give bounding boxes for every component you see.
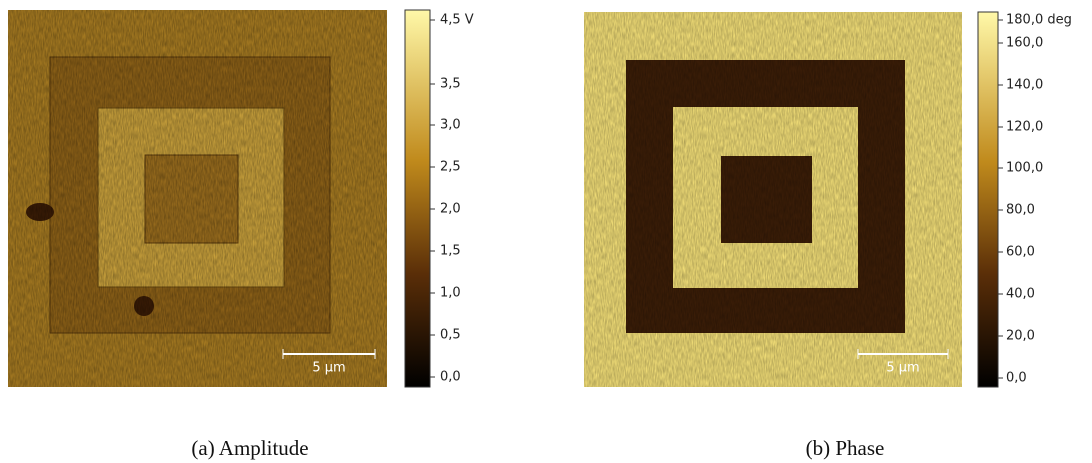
colorbar-label: 60,0 bbox=[1006, 245, 1035, 260]
colorbar-label: 160,0 bbox=[1006, 36, 1043, 51]
colorbar-label: 80,0 bbox=[1006, 203, 1035, 218]
colorbar-label: 2,5 bbox=[440, 160, 461, 175]
colorbar-label: 0,5 bbox=[440, 328, 461, 343]
colorbar-label: 4,5 V bbox=[440, 13, 474, 28]
colorbar-label: 0,0 bbox=[440, 370, 461, 385]
colorbar-label: 140,0 bbox=[1006, 78, 1043, 93]
scale-bar-label: 5 µm bbox=[312, 361, 345, 376]
colorbar bbox=[404, 9, 431, 388]
caption: (a) Amplitude bbox=[191, 436, 308, 460]
colorbar-label: 1,0 bbox=[440, 286, 461, 301]
caption: (b) Phase bbox=[806, 436, 885, 460]
colorbar-label: 100,0 bbox=[1006, 161, 1043, 176]
scale-bar-label: 5 µm bbox=[886, 361, 919, 376]
colorbar-label: 3,5 bbox=[440, 77, 461, 92]
colorbar-label: 20,0 bbox=[1006, 329, 1035, 344]
colorbar-label: 2,0 bbox=[440, 202, 461, 217]
colorbar-label: 180,0 deg bbox=[1006, 13, 1072, 28]
colorbar-label: 1,5 bbox=[440, 244, 461, 259]
phase-image bbox=[584, 12, 962, 387]
colorbar-label: 0,0 bbox=[1006, 371, 1027, 386]
colorbar-label: 120,0 bbox=[1006, 120, 1043, 135]
colorbar-label: 3,0 bbox=[440, 118, 461, 133]
colorbar-label: 40,0 bbox=[1006, 287, 1035, 302]
colorbar bbox=[977, 11, 999, 388]
amplitude-image bbox=[8, 10, 387, 387]
